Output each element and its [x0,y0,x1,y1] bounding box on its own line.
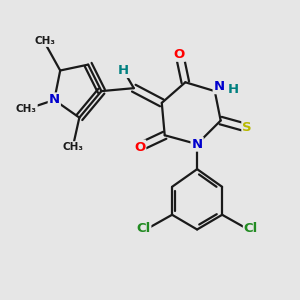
Text: CH₃: CH₃ [35,36,56,46]
Text: CH₃: CH₃ [63,142,84,152]
Text: O: O [134,141,145,154]
Text: O: O [174,48,185,61]
Text: N: N [49,93,60,106]
Text: H: H [227,83,239,96]
Text: H: H [118,64,129,77]
Text: S: S [242,122,252,134]
Text: Cl: Cl [244,221,258,235]
Text: N: N [191,138,203,151]
Text: CH₃: CH₃ [16,104,37,114]
Text: N: N [214,80,225,93]
Text: Cl: Cl [136,221,150,235]
